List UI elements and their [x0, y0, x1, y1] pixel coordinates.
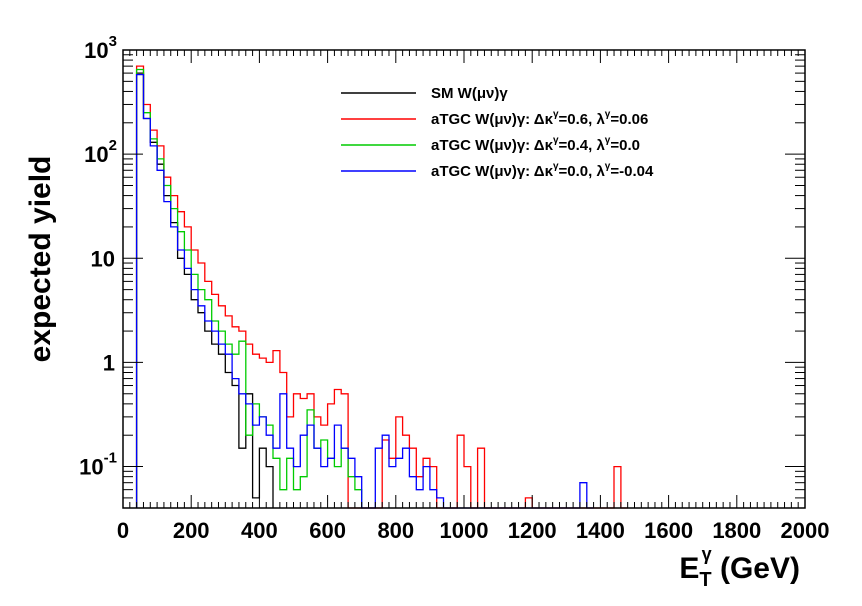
y-tick-label-0: 10-1: [79, 450, 117, 480]
x-tick-label-6: 1200: [508, 518, 557, 543]
legend-label-3: aTGC W(μν)γ: Δκγ=0.0, λγ=-0.04: [431, 161, 654, 180]
x-tick-label-5: 1000: [440, 518, 489, 543]
x-axis-title-sub: T: [699, 569, 711, 591]
x-axis-title: ETγ (GeV): [679, 544, 800, 591]
y-axis-title: expected yield: [24, 156, 57, 363]
x-tick-label-1: 200: [173, 518, 210, 543]
y-tick-label-3: 102: [84, 137, 117, 167]
x-tick-label-4: 800: [377, 518, 414, 543]
y-tick-label-2: 10: [91, 246, 115, 271]
tick-labels: 0 200 400 600 800 1000 1200 1400 1600 1800 2000 10-…: [79, 33, 829, 543]
x-tick-label-7: 1400: [576, 518, 625, 543]
x-tick-label-8: 1600: [644, 518, 693, 543]
ticks-layer: [122, 49, 806, 509]
legend-label-1: aTGC W(μν)γ: Δκγ=0.6, λγ=0.06: [431, 109, 648, 128]
x-tick-label-0: 0: [117, 518, 129, 543]
y-tick-label-4: 103: [84, 33, 117, 63]
x-axis-title-main: E: [679, 552, 699, 585]
x-tick-label-10: 2000: [781, 518, 830, 543]
legend: SM W(μν)γ aTGC W(μν)γ: Δκγ=0.6, λγ=0.06 aT…: [341, 85, 654, 180]
legend-label-2: aTGC W(μν)γ: Δκγ=0.4, λγ=0.0: [431, 135, 640, 154]
x-axis-title-sup: γ: [702, 544, 712, 564]
x-tick-label-9: 1800: [712, 518, 761, 543]
legend-label-0: SM W(μν)γ: [431, 85, 508, 102]
series-line-2: [135, 68, 363, 508]
y-tick-label-1: 1: [103, 350, 115, 375]
x-tick-label-2: 400: [241, 518, 278, 543]
x-axis-title-unit: (GeV): [712, 552, 800, 585]
x-tick-label-3: 600: [309, 518, 346, 543]
series-layer: [135, 65, 628, 509]
